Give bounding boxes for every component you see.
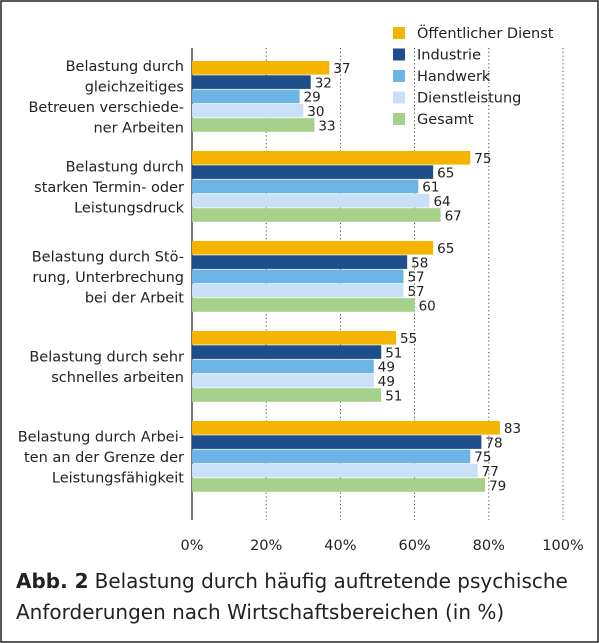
category-label: Belastung durch sehr: [29, 350, 184, 366]
legend-label: Handwerk: [417, 69, 491, 85]
bar: [192, 388, 382, 402]
legend-label: Öffentlicher Dienst: [417, 24, 554, 42]
bar-value-label: 51: [385, 345, 402, 361]
bar-value-label: 49: [378, 374, 395, 390]
bar: [192, 193, 430, 208]
legend-label: Gesamt: [417, 112, 474, 128]
bar: [192, 283, 404, 298]
category-label: ner Arbeiten: [93, 121, 184, 137]
legend-swatch: [393, 48, 405, 61]
bar-value-label: 58: [411, 255, 428, 271]
bar-value-label: 75: [474, 450, 491, 466]
legend-swatch: [393, 113, 405, 125]
category-label: bei der Arbeit: [85, 290, 184, 306]
bar-value-label: 37: [333, 61, 350, 77]
category-label: Belastung durch Arbei-: [18, 429, 184, 445]
caption-label: Abb. 2: [16, 569, 89, 593]
legend-swatch: [393, 27, 405, 39]
bar-value-label: 67: [445, 208, 462, 224]
category-label: rung, Unterbrechung: [32, 270, 184, 286]
bar-value-label: 49: [378, 360, 395, 376]
x-tick-label: 100%: [542, 538, 583, 554]
bar: [192, 449, 471, 464]
bar: [192, 61, 330, 75]
bar-value-label: 55: [400, 331, 417, 347]
bar-value-label: 60: [419, 298, 436, 314]
x-tick-label: 60%: [398, 538, 430, 554]
bar: [192, 478, 486, 492]
legend-swatch: [393, 91, 405, 104]
bar: [192, 89, 300, 104]
bar-value-label: 32: [315, 75, 332, 91]
bar-value-label: 57: [407, 270, 424, 286]
legend-swatch: [393, 70, 405, 82]
bar: [192, 179, 419, 194]
bar-value-label: 83: [504, 421, 521, 437]
bar-value-label: 33: [318, 118, 335, 134]
bar: [192, 269, 404, 284]
bar: [192, 255, 408, 269]
category-label: Leistungsfähigkeit: [52, 470, 184, 486]
legend-label: Industrie: [417, 48, 481, 64]
x-tick-label: 0%: [180, 538, 203, 554]
bar-value-label: 29: [304, 90, 321, 106]
bar-value-label: 51: [385, 388, 402, 404]
bar-value-label: 64: [433, 194, 450, 210]
bar: [192, 373, 374, 388]
bar-value-label: 79: [489, 478, 506, 494]
bar: [192, 208, 441, 222]
bar: [192, 118, 315, 132]
legend-label: Dienstleistung: [417, 91, 521, 107]
bar: [192, 151, 471, 165]
category-label: Leistungsdruck: [74, 200, 184, 216]
category-label: Belastung durch Stö-: [32, 249, 184, 265]
bar: [192, 241, 434, 255]
bar: [192, 103, 304, 118]
bar-value-label: 57: [407, 284, 424, 300]
bar: [192, 298, 415, 312]
category-label: starken Termin- oder: [34, 180, 184, 196]
bar: [192, 463, 478, 478]
bar: [192, 165, 434, 179]
category-label: schnelles arbeiten: [51, 370, 184, 386]
bar: [192, 331, 397, 345]
bar-value-label: 77: [482, 464, 499, 480]
category-label: Belastung durch: [66, 159, 184, 175]
bar-value-label: 30: [307, 104, 324, 120]
bar-value-label: 78: [485, 435, 502, 451]
bar: [192, 435, 482, 449]
category-label: gleichzeitiges: [85, 80, 184, 96]
figure-caption: Abb. 2 Belastung durch häufig auftretende…: [16, 566, 591, 628]
bar: [192, 75, 311, 89]
x-tick-label: 20%: [250, 538, 282, 554]
x-tick-label: 80%: [473, 538, 505, 554]
bar-value-label: 65: [437, 241, 454, 257]
x-tick-label: 40%: [324, 538, 356, 554]
bar: [192, 345, 382, 359]
caption-text: Belastung durch häufig auftretende psych…: [16, 569, 568, 624]
category-label: Betreuen verschiede-: [28, 100, 184, 116]
bar-value-label: 75: [474, 151, 491, 167]
bar-value-label: 65: [437, 165, 454, 181]
bar: [192, 421, 500, 435]
bar: [192, 359, 374, 374]
category-label: ten an der Grenze der: [24, 450, 184, 466]
bar-value-label: 61: [422, 180, 439, 196]
category-label: Belastung durch: [66, 59, 184, 75]
